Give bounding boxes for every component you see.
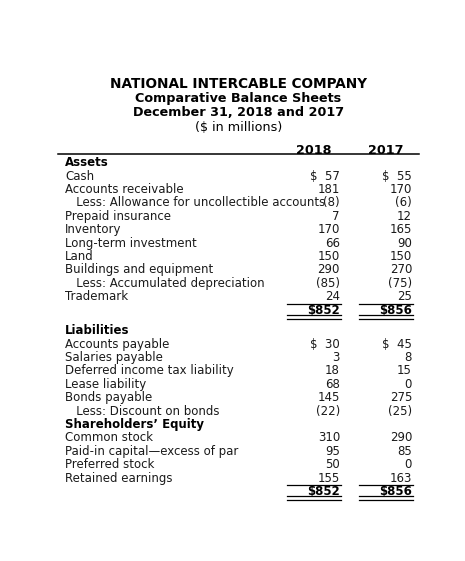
Text: Lease liability: Lease liability xyxy=(65,378,146,391)
Text: 290: 290 xyxy=(318,264,340,277)
Text: $  55: $ 55 xyxy=(382,169,412,183)
Text: Preferred stock: Preferred stock xyxy=(65,458,155,471)
Text: (25): (25) xyxy=(388,404,412,418)
Text: $856: $856 xyxy=(379,304,412,316)
Text: NATIONAL INTERCABLE COMPANY: NATIONAL INTERCABLE COMPANY xyxy=(110,77,367,91)
Text: 150: 150 xyxy=(318,250,340,263)
Text: Less: Discount on bonds: Less: Discount on bonds xyxy=(65,404,220,418)
Text: 170: 170 xyxy=(318,223,340,236)
Text: 163: 163 xyxy=(390,472,412,485)
Text: $  30: $ 30 xyxy=(310,338,340,351)
Text: $  57: $ 57 xyxy=(310,169,340,183)
Text: Shareholders’ Equity: Shareholders’ Equity xyxy=(65,418,204,431)
Text: (22): (22) xyxy=(316,404,340,418)
Text: $852: $852 xyxy=(307,304,340,316)
Text: 8: 8 xyxy=(405,351,412,364)
Text: $  45: $ 45 xyxy=(382,338,412,351)
Text: Buildings and equipment: Buildings and equipment xyxy=(65,264,213,277)
Text: Retained earnings: Retained earnings xyxy=(65,472,173,485)
Text: 66: 66 xyxy=(325,237,340,250)
Text: 50: 50 xyxy=(325,458,340,471)
Text: (8): (8) xyxy=(323,196,340,209)
Text: 68: 68 xyxy=(325,378,340,391)
Text: ($ in millions): ($ in millions) xyxy=(195,121,282,134)
Text: 0: 0 xyxy=(405,458,412,471)
Text: Deferred income tax liability: Deferred income tax liability xyxy=(65,365,234,378)
Text: 270: 270 xyxy=(390,264,412,277)
Text: 90: 90 xyxy=(397,237,412,250)
Text: 310: 310 xyxy=(318,431,340,444)
Text: 85: 85 xyxy=(397,445,412,458)
Text: Comparative Balance Sheets: Comparative Balance Sheets xyxy=(135,91,341,104)
Text: Accounts payable: Accounts payable xyxy=(65,338,170,351)
Text: $852: $852 xyxy=(307,485,340,498)
Text: 24: 24 xyxy=(325,290,340,303)
Text: 18: 18 xyxy=(325,365,340,378)
Text: Salaries payable: Salaries payable xyxy=(65,351,163,364)
Text: 290: 290 xyxy=(390,431,412,444)
Text: Common stock: Common stock xyxy=(65,431,153,444)
Text: Liabilities: Liabilities xyxy=(65,324,130,337)
Text: $856: $856 xyxy=(379,485,412,498)
Text: Less: Accumulated depreciation: Less: Accumulated depreciation xyxy=(65,277,265,290)
Text: Land: Land xyxy=(65,250,94,263)
Text: (85): (85) xyxy=(316,277,340,290)
Text: 275: 275 xyxy=(390,391,412,404)
Text: 145: 145 xyxy=(318,391,340,404)
Text: 7: 7 xyxy=(332,210,340,223)
Text: Assets: Assets xyxy=(65,157,109,169)
Text: 2017: 2017 xyxy=(368,144,404,157)
Text: 170: 170 xyxy=(390,183,412,196)
Text: 25: 25 xyxy=(397,290,412,303)
Text: 150: 150 xyxy=(390,250,412,263)
Text: (6): (6) xyxy=(395,196,412,209)
Text: (75): (75) xyxy=(388,277,412,290)
Text: 2018: 2018 xyxy=(296,144,332,157)
Text: Less: Allowance for uncollectible accounts: Less: Allowance for uncollectible accoun… xyxy=(65,196,326,209)
Text: Paid-in capital—excess of par: Paid-in capital—excess of par xyxy=(65,445,239,458)
Text: 155: 155 xyxy=(318,472,340,485)
Text: Prepaid insurance: Prepaid insurance xyxy=(65,210,171,223)
Text: 3: 3 xyxy=(332,351,340,364)
Text: 0: 0 xyxy=(405,378,412,391)
Text: 12: 12 xyxy=(397,210,412,223)
Text: Bonds payable: Bonds payable xyxy=(65,391,153,404)
Text: 181: 181 xyxy=(318,183,340,196)
Text: 165: 165 xyxy=(390,223,412,236)
Text: December 31, 2018 and 2017: December 31, 2018 and 2017 xyxy=(133,106,344,119)
Text: Long-term investment: Long-term investment xyxy=(65,237,197,250)
Text: Accounts receivable: Accounts receivable xyxy=(65,183,184,196)
Text: 95: 95 xyxy=(325,445,340,458)
Text: Cash: Cash xyxy=(65,169,94,183)
Text: Trademark: Trademark xyxy=(65,290,128,303)
Text: 15: 15 xyxy=(397,365,412,378)
Text: Inventory: Inventory xyxy=(65,223,122,236)
